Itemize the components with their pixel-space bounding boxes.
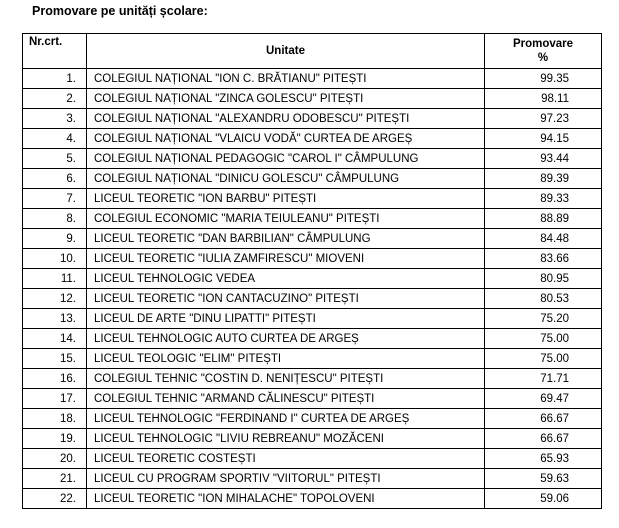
table-row: 21. LICEUL CU PROGRAM SPORTIV "VIITORUL" … <box>22 468 602 489</box>
table-cell: COLEGIUL NAȚIONAL "VLAICU VODĂ" CURTEA D… <box>86 128 485 149</box>
table-body: 1. COLEGIUL NAȚIONAL "ION C. BRĂTIANU" PI… <box>22 68 602 509</box>
table-row: 2. COLEGIUL NAȚIONAL "ZINCA GOLESCU" PITE… <box>22 88 602 109</box>
table-cell: 75.00 <box>484 328 602 349</box>
table-cell: 1. <box>22 68 87 89</box>
table-cell: 17. <box>22 388 87 409</box>
table-cell: 16. <box>22 368 87 389</box>
table-cell: LICEUL TEOLOGIC "ELIM" PITEȘTI <box>86 348 485 369</box>
table-cell: 88.89 <box>484 208 602 229</box>
table-cell: LICEUL TEHNOLOGIC VEDEA <box>86 268 485 289</box>
table-cell: 2. <box>22 88 87 109</box>
table-cell: 84.48 <box>484 228 602 249</box>
table-cell: 80.53 <box>484 288 602 309</box>
header-row: Nr.crt. Unitate Promovare% <box>22 33 602 69</box>
table-cell: LICEUL TEHNOLOGIC "FERDINAND I" CURTEA D… <box>86 408 485 429</box>
table-cell: 14. <box>22 328 87 349</box>
table: Nr.crt. Unitate Promovare% 1. COLEGIUL NA… <box>22 33 602 509</box>
table-row: 22. LICEUL TEORETIC "ION MIHALACHE" TOPOL… <box>22 488 602 509</box>
table-row: 20. LICEUL TEORETIC COSTEȘTI 65.93 <box>22 448 602 469</box>
table-cell: 3. <box>22 108 87 129</box>
table-cell: 21. <box>22 468 87 489</box>
table-cell: COLEGIUL NAȚIONAL "ALEXANDRU ODOBESCU" P… <box>86 108 485 129</box>
table-cell: 5. <box>22 148 87 169</box>
table-cell: 99.35 <box>484 68 602 89</box>
table-cell: 71.71 <box>484 368 602 389</box>
table-cell: 22. <box>22 488 87 509</box>
table-cell: 20. <box>22 448 87 469</box>
table-cell: 80.95 <box>484 268 602 289</box>
table-cell: 4. <box>22 128 87 149</box>
table-cell: LICEUL DE ARTE "DINU LIPATTI" PITEȘTI <box>86 308 485 329</box>
table-row: 19. LICEUL TEHNOLOGIC "LIVIU REBREANU" MO… <box>22 428 602 449</box>
table-row: 3. COLEGIUL NAȚIONAL "ALEXANDRU ODOBESCU"… <box>22 108 602 129</box>
table-cell: 75.00 <box>484 348 602 369</box>
table-row: 8. COLEGIUL ECONOMIC "MARIA TEIULEANU" PI… <box>22 208 602 229</box>
table-cell: COLEGIUL NAȚIONAL "ION C. BRĂTIANU" PITE… <box>86 68 485 89</box>
table-cell: 13. <box>22 308 87 329</box>
table-cell: 98.11 <box>484 88 602 109</box>
table-cell: COLEGIUL NAȚIONAL "DINICU GOLESCU" CÂMPU… <box>86 168 485 189</box>
table-cell: 69.47 <box>484 388 602 409</box>
table-row: 5. COLEGIUL NAȚIONAL PEDAGOGIC "CAROL I" … <box>22 148 602 169</box>
table-cell: 93.44 <box>484 148 602 169</box>
table-row: 10. LICEUL TEORETIC "IULIA ZAMFIRESCU" MI… <box>22 248 602 269</box>
table-cell: 11. <box>22 268 87 289</box>
table-row: 11. LICEUL TEHNOLOGIC VEDEA 80.95 <box>22 268 602 289</box>
table-cell: COLEGIUL TEHNIC "ARMAND CĂLINESCU" PITEȘ… <box>86 388 485 409</box>
table-cell: LICEUL TEHNOLOGIC AUTO CURTEA DE ARGEȘ <box>86 328 485 349</box>
table-cell: 89.39 <box>484 168 602 189</box>
table-row: 6. COLEGIUL NAȚIONAL "DINICU GOLESCU" CÂM… <box>22 168 602 189</box>
table-cell: LICEUL TEORETIC COSTEȘTI <box>86 448 485 469</box>
table-cell: 59.06 <box>484 488 602 509</box>
table-cell: 66.67 <box>484 428 602 449</box>
table-cell: 12. <box>22 288 87 309</box>
table-cell: 83.66 <box>484 248 602 269</box>
table-row: 17. COLEGIUL TEHNIC "ARMAND CĂLINESCU" PI… <box>22 388 602 409</box>
table-row: 9. LICEUL TEORETIC "DAN BARBILIAN" CÂMPUL… <box>22 228 602 249</box>
table-cell: LICEUL TEHNOLOGIC "LIVIU REBREANU" MOZĂC… <box>86 428 485 449</box>
title: Promovare pe unități școlare: <box>32 4 208 18</box>
table-row: 16. COLEGIUL TEHNIC "COSTIN D. NENIȚESCU"… <box>22 368 602 389</box>
table-cell: 19. <box>22 428 87 449</box>
table-cell: COLEGIUL ECONOMIC "MARIA TEIULEANU" PITE… <box>86 208 485 229</box>
table-row: 12. LICEUL TEORETIC "ION CANTACUZINO" PIT… <box>22 288 602 309</box>
table-cell: 89.33 <box>484 188 602 209</box>
header-text: Promovare <box>512 38 574 50</box>
table-row: 13. LICEUL DE ARTE "DINU LIPATTI" PITEȘTI… <box>22 308 602 329</box>
table-cell: 7. <box>22 188 87 209</box>
table-cell: LICEUL TEORETIC "ION CANTACUZINO" PITEȘT… <box>86 288 485 309</box>
header-cell: Unitate <box>86 33 485 69</box>
table-row: 18. LICEUL TEHNOLOGIC "FERDINAND I" CURTE… <box>22 408 602 429</box>
table-cell: LICEUL TEORETIC "IULIA ZAMFIRESCU" MIOVE… <box>86 248 485 269</box>
table-cell: 97.23 <box>484 108 602 129</box>
table-row: 15. LICEUL TEOLOGIC "ELIM" PITEȘTI 75.00 <box>22 348 602 369</box>
header-cell: Promovare% <box>484 33 602 69</box>
table-cell: 75.20 <box>484 308 602 329</box>
table-cell: 6. <box>22 168 87 189</box>
table-cell: LICEUL TEORETIC "ION BARBU" PITEȘTI <box>86 188 485 209</box>
table-cell: COLEGIUL NAȚIONAL PEDAGOGIC "CAROL I" CÂ… <box>86 148 485 169</box>
table-cell: LICEUL TEORETIC "ION MIHALACHE" TOPOLOVE… <box>86 488 485 509</box>
table-cell: 66.67 <box>484 408 602 429</box>
table-row: 1. COLEGIUL NAȚIONAL "ION C. BRĂTIANU" PI… <box>22 68 602 89</box>
header-cell: Nr.crt. <box>22 33 87 69</box>
table-cell: 18. <box>22 408 87 429</box>
table-row: 14. LICEUL TEHNOLOGIC AUTO CURTEA DE ARGE… <box>22 328 602 349</box>
table-cell: 65.93 <box>484 448 602 469</box>
table-cell: 59.63 <box>484 468 602 489</box>
table-cell: COLEGIUL NAȚIONAL "ZINCA GOLESCU" PITEȘT… <box>86 88 485 109</box>
table-cell: 94.15 <box>484 128 602 149</box>
table-cell: 8. <box>22 208 87 229</box>
table-cell: COLEGIUL TEHNIC "COSTIN D. NENIȚESCU" PI… <box>86 368 485 389</box>
table-cell: 15. <box>22 348 87 369</box>
table-cell: LICEUL TEORETIC "DAN BARBILIAN" CÂMPULUN… <box>86 228 485 249</box>
table-row: 4. COLEGIUL NAȚIONAL "VLAICU VODĂ" CURTEA… <box>22 128 602 149</box>
header-text: % <box>537 52 549 64</box>
table-cell: 10. <box>22 248 87 269</box>
table-cell: LICEUL CU PROGRAM SPORTIV "VIITORUL" PIT… <box>86 468 485 489</box>
table-cell: 9. <box>22 228 87 249</box>
table-row: 7. LICEUL TEORETIC "ION BARBU" PITEȘTI 89.… <box>22 188 602 209</box>
